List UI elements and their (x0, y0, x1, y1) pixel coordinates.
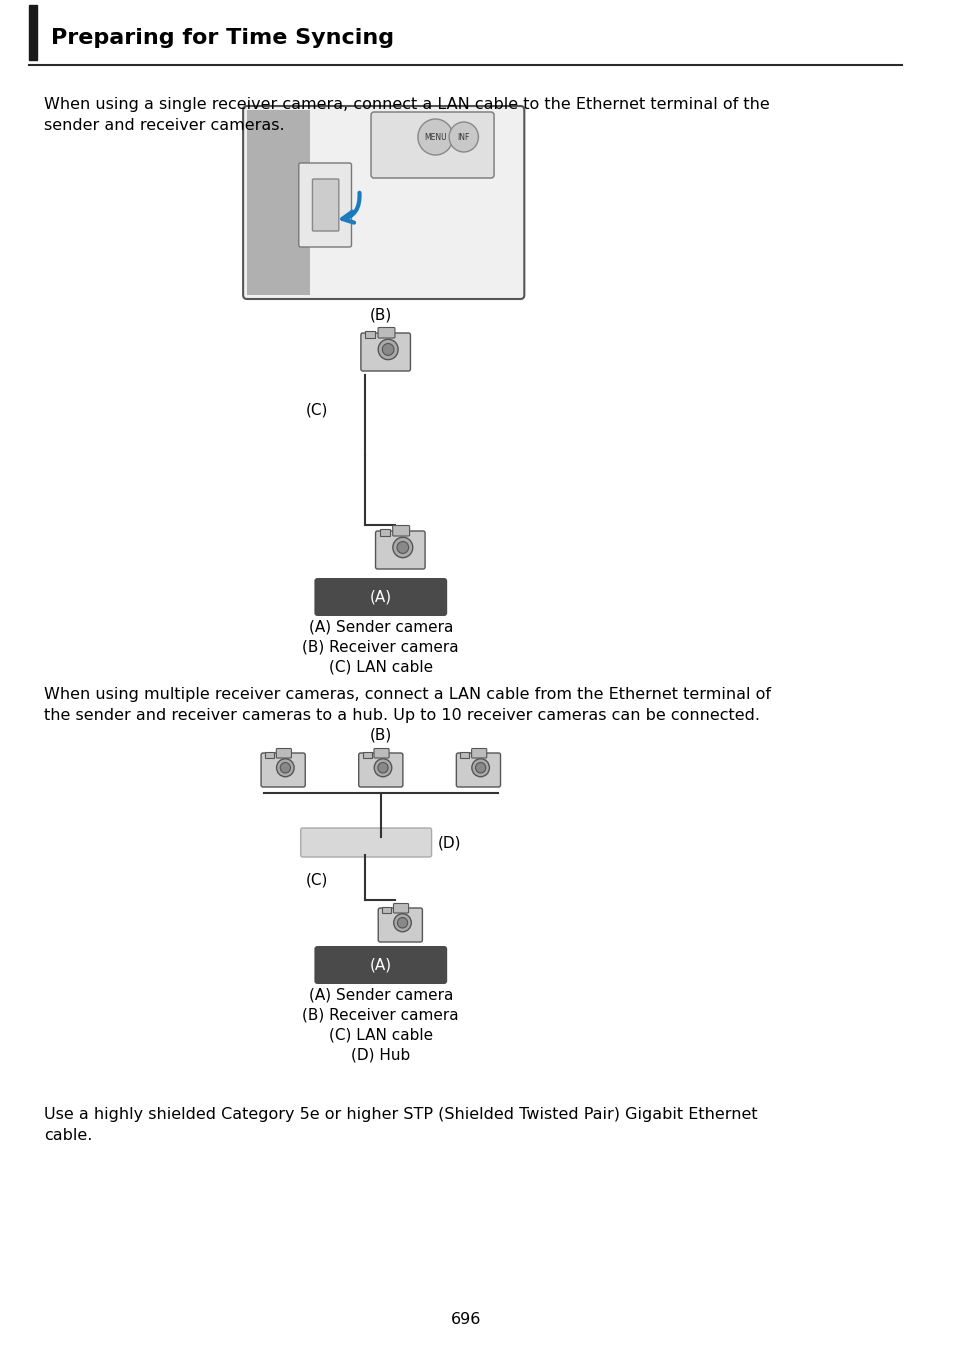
Text: MENU: MENU (424, 133, 446, 141)
FancyBboxPatch shape (471, 749, 486, 759)
Circle shape (377, 339, 397, 359)
Circle shape (280, 763, 290, 773)
FancyBboxPatch shape (371, 112, 494, 178)
Circle shape (397, 917, 407, 928)
Text: (C): (C) (306, 402, 328, 417)
Text: INF: INF (457, 133, 470, 141)
Text: (D): (D) (436, 835, 460, 850)
Circle shape (377, 763, 388, 773)
Circle shape (382, 343, 394, 355)
Bar (30, 5, 37, 61)
Text: (A): (A) (370, 958, 392, 972)
Text: (B): (B) (369, 728, 392, 742)
Text: (B): (B) (369, 308, 392, 323)
FancyBboxPatch shape (358, 753, 402, 787)
Circle shape (449, 122, 477, 152)
Circle shape (472, 759, 489, 777)
FancyBboxPatch shape (300, 829, 431, 857)
Bar (460, 752, 469, 759)
Text: When using a single receiver camera, connect a LAN cable to the Ethernet termina: When using a single receiver camera, con… (44, 97, 769, 133)
Bar (265, 752, 274, 759)
Bar (379, 529, 390, 537)
Circle shape (396, 542, 408, 553)
FancyBboxPatch shape (313, 179, 338, 231)
FancyBboxPatch shape (314, 946, 447, 985)
Text: (C) LAN cable: (C) LAN cable (329, 1028, 433, 1042)
FancyBboxPatch shape (314, 578, 447, 616)
Text: (B) Receiver camera: (B) Receiver camera (302, 639, 458, 655)
Text: (D) Hub: (D) Hub (351, 1048, 410, 1063)
FancyBboxPatch shape (377, 908, 422, 942)
Bar (365, 331, 375, 338)
Circle shape (394, 913, 411, 932)
FancyBboxPatch shape (456, 753, 500, 787)
Text: (B) Receiver camera: (B) Receiver camera (302, 1007, 458, 1022)
FancyBboxPatch shape (261, 753, 305, 787)
Circle shape (374, 759, 392, 777)
Bar (362, 752, 372, 759)
Bar (382, 907, 391, 913)
Text: (C): (C) (306, 873, 328, 888)
FancyBboxPatch shape (243, 106, 524, 299)
Text: (A): (A) (370, 589, 392, 604)
FancyBboxPatch shape (298, 163, 351, 247)
FancyBboxPatch shape (276, 749, 292, 759)
Text: (C) LAN cable: (C) LAN cable (329, 659, 433, 674)
FancyBboxPatch shape (374, 749, 389, 759)
FancyBboxPatch shape (393, 904, 408, 913)
Text: When using multiple receiver cameras, connect a LAN cable from the Ethernet term: When using multiple receiver cameras, co… (44, 687, 770, 724)
Text: (A) Sender camera: (A) Sender camera (308, 987, 453, 1002)
Text: Use a highly shielded Category 5e or higher STP (Shielded Twisted Pair) Gigabit : Use a highly shielded Category 5e or hig… (44, 1107, 757, 1143)
Text: Preparing for Time Syncing: Preparing for Time Syncing (51, 28, 394, 48)
Circle shape (393, 537, 413, 558)
FancyArrowPatch shape (342, 192, 359, 223)
Text: 696: 696 (450, 1313, 480, 1328)
Circle shape (475, 763, 485, 773)
Text: (A) Sender camera: (A) Sender camera (308, 620, 453, 635)
FancyBboxPatch shape (375, 531, 425, 569)
FancyBboxPatch shape (360, 334, 410, 371)
FancyBboxPatch shape (377, 327, 395, 338)
FancyBboxPatch shape (393, 526, 409, 537)
Circle shape (417, 118, 453, 155)
Bar (247, 110, 310, 295)
Circle shape (276, 759, 294, 777)
